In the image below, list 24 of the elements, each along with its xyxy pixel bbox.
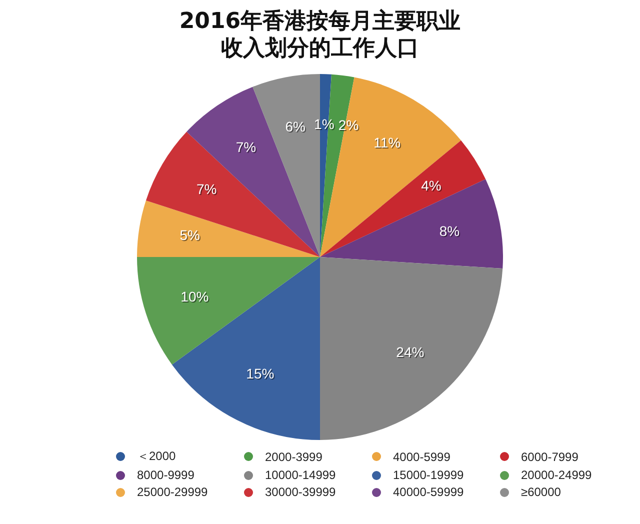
legend-label: 20000-24999	[521, 468, 592, 482]
data-label: 4%	[422, 178, 442, 194]
legend-label: 4000-5999	[393, 450, 450, 464]
data-label: 6%	[286, 119, 306, 136]
legend-label: ＜2000	[137, 448, 176, 465]
legend-label: 15000-19999	[393, 468, 464, 482]
legend-label: 25000-29999	[137, 485, 208, 499]
data-label: 7%	[197, 182, 218, 198]
data-label: 5%	[180, 227, 200, 244]
data-label: 7%	[236, 140, 258, 156]
legend-label: 30000-39999	[265, 485, 336, 499]
data-label: 15%	[247, 366, 276, 382]
data-label: 10%	[182, 290, 210, 306]
legend-label: 10000-14999	[265, 468, 336, 482]
data-label: 8%	[440, 224, 461, 240]
legend-label: 8000-9999	[137, 468, 194, 482]
chart-title: 2016年香港按每月主要职业收入划分的工作人口	[178, 8, 462, 62]
legend-label: 6000-7999	[521, 450, 578, 464]
data-label: 24%	[397, 344, 426, 361]
data-label: 1%	[315, 117, 336, 134]
legend-label: 2000-3999	[265, 450, 322, 464]
legend-label: 40000-59999	[393, 485, 464, 499]
data-label: 11%	[374, 135, 402, 152]
legend-label: ≥60000	[521, 485, 561, 499]
